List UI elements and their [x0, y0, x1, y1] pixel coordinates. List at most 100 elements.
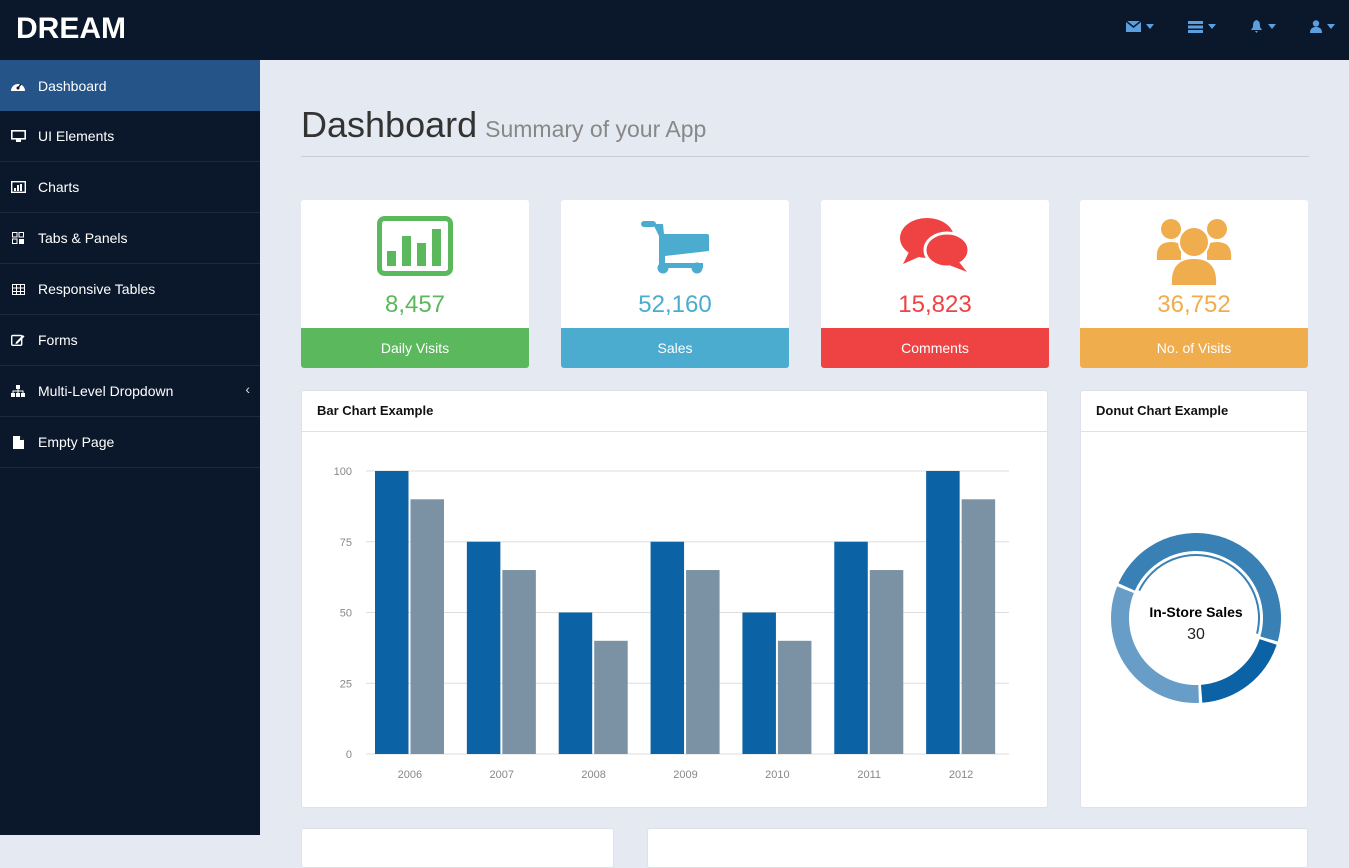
bar-2011-series-2	[869, 570, 904, 754]
tasks-icon	[1188, 20, 1203, 33]
users-icon	[1080, 216, 1308, 287]
stat-card-daily-visits[interactable]: 8,457 Daily Visits	[301, 200, 529, 368]
chevron-left-icon: ‹	[245, 381, 250, 397]
donut-value: 30	[1187, 626, 1205, 643]
x-tick-label: 2012	[949, 769, 973, 781]
bar-2007-series-2	[502, 570, 536, 754]
bar-2009-series-1	[650, 541, 685, 754]
stat-label: Comments	[821, 328, 1049, 368]
caret-down-icon	[1268, 24, 1276, 29]
y-tick-label: 25	[340, 678, 352, 690]
bar-2010-series-1	[742, 612, 776, 754]
sidebar-item-multi-level-dropdown[interactable]: Multi-Level Dropdown ‹	[0, 366, 260, 417]
bar-2008-series-1	[558, 612, 593, 754]
sidebar-item-label: Responsive Tables	[38, 281, 156, 297]
bar-chart-icon	[10, 181, 26, 193]
file-icon	[10, 435, 26, 449]
sidebar-item-charts[interactable]: Charts	[0, 162, 260, 213]
bar-2007-series-1	[466, 541, 501, 754]
sidebar-item-forms[interactable]: Forms	[0, 315, 260, 366]
top-navbar: DREAM	[0, 0, 1349, 60]
bar-2012-series-2	[961, 499, 996, 754]
messages-dropdown[interactable]	[1126, 20, 1154, 33]
donut-segment[interactable]	[1118, 532, 1281, 642]
sidebar: Dashboard UI Elements Charts Tabs & Panels R…	[0, 60, 260, 835]
donut-segment[interactable]	[1111, 586, 1199, 703]
main-content: Dashboard Summary of your App 8,457 Daily …	[260, 60, 1349, 868]
y-tick-label: 0	[346, 749, 352, 761]
bar-chart-icon	[301, 216, 529, 284]
bell-icon	[1251, 20, 1262, 33]
sidebar-item-label: Multi-Level Dropdown	[38, 383, 174, 399]
stat-label: Sales	[561, 328, 789, 368]
stat-card-no-of-visits[interactable]: 36,752 No. of Visits	[1080, 200, 1308, 368]
sidebar-item-empty-page[interactable]: Empty Page	[0, 417, 260, 468]
sidebar-item-label: Forms	[38, 332, 78, 348]
alerts-dropdown[interactable]	[1250, 20, 1276, 33]
sitemap-icon	[10, 385, 26, 397]
user-dropdown[interactable]	[1310, 20, 1335, 33]
envelope-icon	[1126, 21, 1141, 32]
caret-down-icon	[1208, 24, 1216, 29]
stat-value: 36,752	[1157, 291, 1231, 318]
y-tick-label: 50	[340, 608, 352, 620]
x-tick-label: 2010	[765, 769, 789, 781]
sidebar-item-label: UI Elements	[38, 128, 115, 144]
panel-title: Donut Chart Example	[1081, 391, 1307, 432]
sidebar-item-label: Tabs & Panels	[38, 230, 128, 246]
x-tick-label: 2011	[857, 769, 881, 781]
bar-chart: 0 25 50 75 100 2006 2007 2008 2009 2010 2011 2012	[334, 466, 1009, 781]
bar-2008-series-2	[594, 640, 628, 754]
bar-chart-panel: Bar Chart Example 0 25 50 75 100 2006 2007 2008…	[301, 390, 1048, 808]
donut-segment[interactable]	[1200, 639, 1277, 703]
bar-2009-series-2	[686, 570, 720, 754]
sidebar-item-label: Dashboard	[38, 77, 107, 94]
x-tick-label: 2007	[490, 769, 514, 781]
bar-2010-series-2	[777, 640, 812, 754]
stat-value: 52,160	[638, 291, 712, 318]
stat-label: No. of Visits	[1080, 328, 1308, 368]
bar-2006-series-1	[375, 471, 409, 754]
user-icon	[1310, 20, 1322, 33]
bottom-panel-left	[301, 828, 614, 868]
dashboard-icon	[10, 80, 26, 91]
tasks-dropdown[interactable]	[1188, 20, 1216, 33]
bar-2012-series-1	[926, 471, 960, 754]
bar-2006-series-2	[410, 499, 444, 754]
x-tick-label: 2006	[398, 769, 422, 781]
stat-card-sales[interactable]: 52,160 Sales	[561, 200, 789, 368]
donut-chart-panel: Donut Chart Example In-Store Sales 30	[1080, 390, 1308, 808]
panel-title: Bar Chart Example	[302, 391, 1047, 432]
stat-label: Daily Visits	[301, 328, 529, 368]
page-title: Dashboard	[301, 104, 478, 145]
donut-label: In-Store Sales	[1149, 604, 1243, 620]
brand-logo[interactable]: DREAM	[16, 12, 126, 45]
bar-2011-series-1	[834, 541, 868, 754]
x-tick-label: 2008	[581, 769, 605, 781]
x-tick-label: 2009	[673, 769, 697, 781]
stat-value: 8,457	[384, 291, 446, 318]
stat-value: 15,823	[898, 291, 972, 318]
stat-card-comments[interactable]: 15,823 Comments	[821, 200, 1049, 368]
qrcode-icon	[10, 232, 26, 244]
comments-icon	[821, 216, 1049, 284]
page-header: Dashboard Summary of your App	[301, 104, 1309, 157]
sidebar-item-dashboard[interactable]: Dashboard	[0, 60, 260, 111]
donut-chart: In-Store Sales 30	[1111, 532, 1281, 703]
caret-down-icon	[1146, 24, 1154, 29]
edit-icon	[10, 334, 26, 346]
sidebar-item-label: Empty Page	[38, 434, 115, 450]
caret-down-icon	[1327, 24, 1335, 29]
sidebar-item-responsive-tables[interactable]: Responsive Tables	[0, 264, 260, 315]
shopping-cart-icon	[561, 216, 789, 284]
sidebar-item-tabs-panels[interactable]: Tabs & Panels	[0, 213, 260, 264]
donut-highlight-arc	[1138, 554, 1260, 634]
desktop-icon	[10, 130, 26, 142]
bottom-panel-right	[647, 828, 1308, 868]
y-tick-label: 75	[340, 537, 352, 549]
page-subtitle: Summary of your App	[485, 116, 707, 142]
y-tick-label: 100	[334, 466, 352, 478]
sidebar-item-label: Charts	[38, 179, 80, 195]
sidebar-item-ui-elements[interactable]: UI Elements	[0, 111, 260, 162]
table-icon	[10, 283, 26, 295]
